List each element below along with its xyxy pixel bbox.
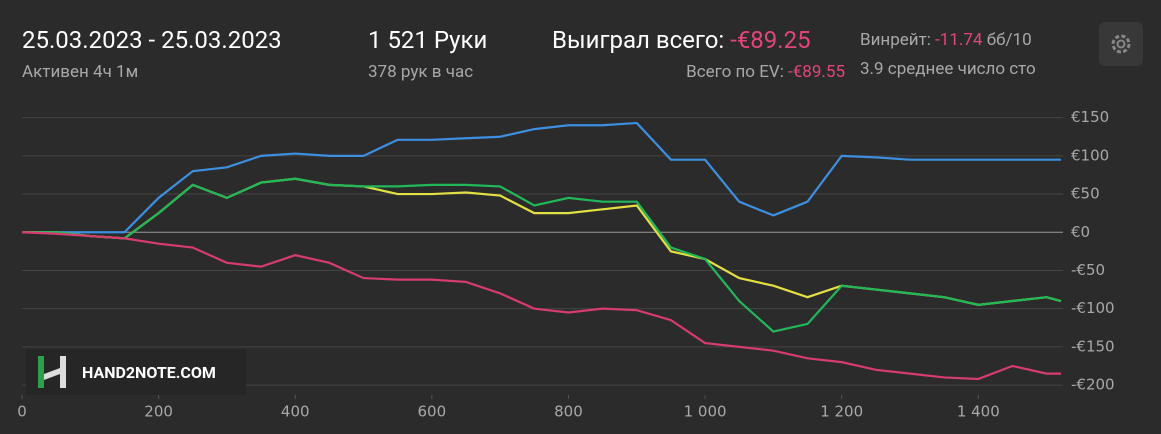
y-tick-label: -€100 <box>1071 299 1115 317</box>
x-tick-label: 1 400 <box>957 403 1000 421</box>
hands-per-hour: 378 рук в час <box>368 62 474 82</box>
x-tick-label: 600 <box>418 403 447 421</box>
ev-value: -€89.55 <box>788 62 845 82</box>
logo-icon <box>38 356 66 388</box>
winrate-value: -11.74 <box>935 30 983 50</box>
winrate-label: Винрейт: <box>860 30 931 50</box>
y-tick-label: -€200 <box>1071 376 1115 394</box>
y-tick-label: €0 <box>1071 223 1090 241</box>
won-label: Выиграл всего: <box>552 26 725 54</box>
ev-label: Всего по EV: <box>686 62 784 82</box>
winrate-unit: бб/10 <box>986 30 1032 50</box>
series-line <box>22 121 1061 234</box>
y-tick-label: €150 <box>1071 108 1109 126</box>
x-tick-label: 1 000 <box>684 403 727 421</box>
ev-row: Всего по EV: -€89.55 <box>686 62 845 82</box>
y-tick-label: €100 <box>1071 146 1109 164</box>
series-line <box>21 231 1061 381</box>
logo-text: HAND2NOTE.COM <box>82 362 216 382</box>
x-tick-label: 400 <box>281 403 310 421</box>
series-line <box>22 177 1062 333</box>
x-tick-label: 1 200 <box>820 403 863 421</box>
logo: HAND2NOTE.COM <box>26 349 246 395</box>
hands: 1 521 Руки <box>368 26 488 54</box>
active-time: Активен 4ч 1м <box>22 62 139 82</box>
x-tick-label: 0 <box>17 403 27 421</box>
x-tick-label: 800 <box>554 403 583 421</box>
gear-icon <box>1111 34 1131 54</box>
y-tick-label: €50 <box>1071 185 1100 203</box>
winrate-row: Винрейт: -11.74 бб/10 <box>860 30 1032 50</box>
y-tick-label: -€150 <box>1071 337 1115 355</box>
y-tick-label: -€50 <box>1071 261 1105 279</box>
settings-button[interactable] <box>1099 22 1143 66</box>
won-row: Выиграл всего: -€89.25 <box>552 26 811 54</box>
won-value: -€89.25 <box>730 26 811 54</box>
tables: 3.9 среднее число сто <box>860 59 1036 79</box>
x-tick-label: 200 <box>144 403 173 421</box>
date-range: 25.03.2023 - 25.03.2023 <box>22 26 282 54</box>
